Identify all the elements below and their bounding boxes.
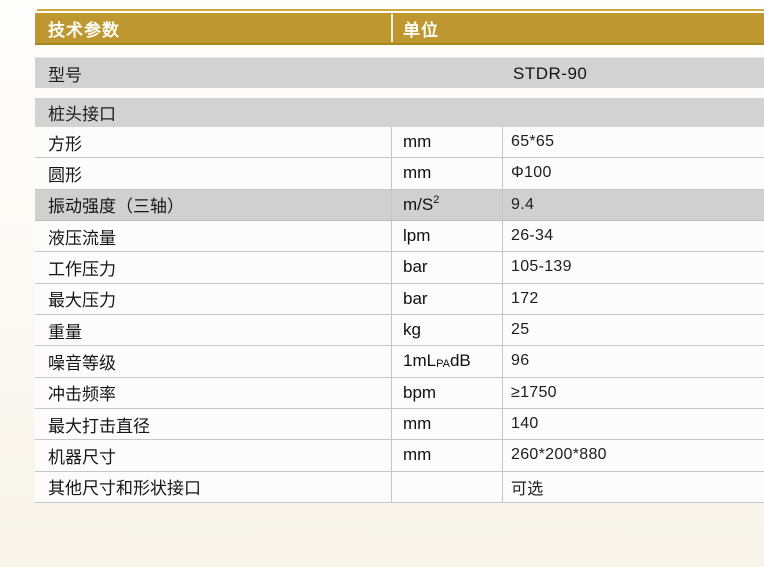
table-row: 最大打击直径 mm 140 bbox=[35, 408, 764, 441]
table-row: 方形 mm 65*65 bbox=[35, 127, 764, 159]
row-value: 105-139 bbox=[511, 258, 572, 276]
row-label: 最大压力 bbox=[35, 283, 392, 314]
table-row: 机器尺寸 mm 260*200*880 bbox=[35, 440, 764, 472]
unit-superscript: 2 bbox=[433, 193, 440, 206]
row-unit: mm bbox=[392, 158, 503, 189]
table-row: 冲击频率 bpm ≥1750 bbox=[35, 377, 764, 409]
row-label: 最大打击直径 bbox=[35, 408, 392, 440]
row-value: 可选 bbox=[511, 480, 544, 498]
row-label: 噪音等级 bbox=[35, 346, 392, 377]
gold-top-rule bbox=[37, 9, 764, 11]
table-row: 圆形 mm Φ100 bbox=[35, 158, 764, 190]
row-label: 冲击频率 bbox=[35, 377, 392, 408]
row-unit: kg bbox=[392, 314, 503, 346]
row-unit: 1mL PA dB bbox=[392, 346, 503, 377]
header-cell-parameters: 技术参数 bbox=[48, 20, 120, 40]
row-value: 172 bbox=[511, 289, 539, 307]
unit-text: m/S bbox=[403, 194, 434, 214]
unit-subscript: PA bbox=[436, 358, 450, 371]
row-unit bbox=[392, 471, 503, 502]
model-row: 型号 STDR-90 bbox=[35, 57, 764, 88]
unit-text: dB bbox=[449, 351, 471, 371]
row-label: 方形 bbox=[35, 127, 392, 158]
model-value: STDR-90 bbox=[513, 63, 588, 83]
row-unit: mm bbox=[392, 440, 503, 471]
row-value: 26-34 bbox=[511, 227, 554, 245]
header-column-divider bbox=[391, 14, 393, 42]
row-unit: bar bbox=[392, 283, 503, 314]
row-label: 重量 bbox=[35, 314, 392, 346]
table-header-row: 技术参数 单位 bbox=[35, 13, 764, 45]
row-value: 65*65 bbox=[511, 133, 555, 151]
row-label: 工作压力 bbox=[35, 252, 392, 283]
row-label: 液压流量 bbox=[35, 220, 392, 252]
row-unit: mm bbox=[392, 408, 503, 440]
table-row: 其他尺寸和形状接口 可选 bbox=[35, 471, 764, 503]
table-row: 噪音等级 1mL PA dB 96 bbox=[35, 346, 764, 378]
table-row: 振动强度（三轴） m/S 2 9.4 bbox=[35, 189, 764, 221]
header-cell-unit: 单位 bbox=[403, 20, 439, 40]
row-value: 260*200*880 bbox=[511, 446, 607, 464]
table-row: 重量 kg 25 bbox=[35, 314, 764, 347]
row-value: 9.4 bbox=[511, 195, 535, 213]
row-unit: lpm bbox=[392, 220, 503, 252]
row-label: 其他尺寸和形状接口 bbox=[35, 471, 392, 502]
row-unit: mm bbox=[392, 127, 503, 158]
spec-rows: 方形 mm 65*65 圆形 mm Φ100 振动强度（三轴） m/S 2 9.4… bbox=[35, 127, 764, 503]
row-value: 140 bbox=[511, 415, 539, 433]
row-value: 96 bbox=[511, 352, 530, 370]
table-row: 液压流量 lpm 26-34 bbox=[35, 220, 764, 253]
row-unit: m/S 2 bbox=[392, 189, 503, 220]
row-value: 25 bbox=[511, 321, 530, 339]
row-label: 圆形 bbox=[35, 158, 392, 189]
row-value: ≥1750 bbox=[511, 383, 557, 401]
row-value: Φ100 bbox=[511, 164, 552, 182]
row-unit: bar bbox=[392, 252, 503, 283]
table-row: 最大压力 bar 172 bbox=[35, 283, 764, 315]
table-row: 工作压力 bar 105-139 bbox=[35, 252, 764, 284]
row-label: 机器尺寸 bbox=[35, 440, 392, 471]
row-unit: bpm bbox=[392, 377, 503, 408]
unit-text: 1mL bbox=[403, 351, 437, 371]
model-label: 型号 bbox=[48, 66, 82, 85]
row-label: 振动强度（三轴） bbox=[35, 189, 392, 220]
section-row-pile-head-interface: 桩头接口 bbox=[35, 98, 764, 127]
